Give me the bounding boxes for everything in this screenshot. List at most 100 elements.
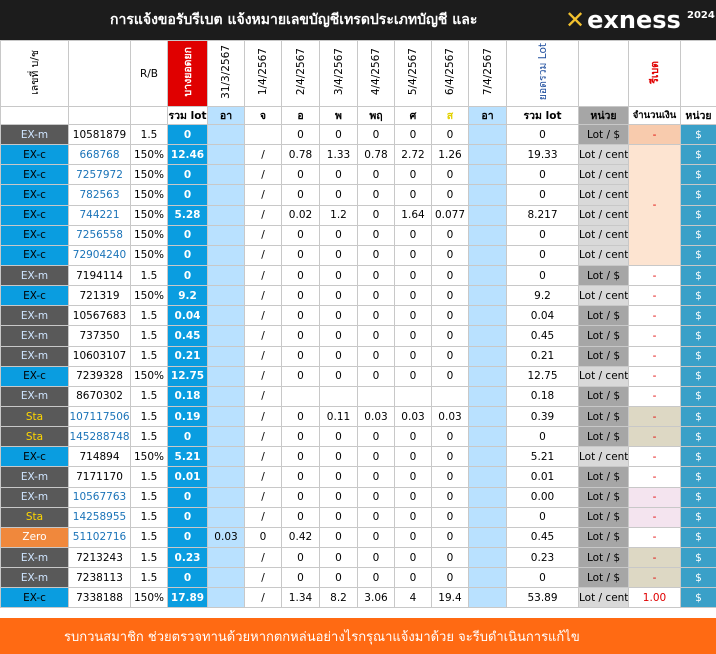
pending-lot-header: บางยอดยก	[167, 40, 208, 107]
day-value-cell: 0	[244, 526, 282, 548]
total-lot-cell: 0	[506, 426, 579, 448]
day-value-cell: /	[244, 567, 282, 589]
day-value-cell	[468, 567, 507, 589]
day-header-5: ศ	[394, 106, 432, 125]
sum-lot-cell: 0.23	[167, 546, 208, 569]
day-value-cell: 0	[431, 184, 469, 206]
table-row: EX-c 7239328 150% 12.75/0 0 0 0 0 12.75 Lot / cen…	[0, 365, 716, 387]
rb-cell: 1.5	[130, 486, 168, 508]
day-value-cell	[207, 587, 245, 609]
unit-cell: Lot / $	[578, 506, 629, 528]
sum-lot-cell: 0	[167, 526, 208, 548]
day-value-cell: /	[244, 184, 282, 206]
day-value-cell: /	[244, 385, 282, 407]
account-number-cell: 10603107	[68, 345, 131, 367]
day-value-cell: 0	[319, 426, 358, 448]
unit-cell: Lot / $	[578, 123, 629, 146]
day-value-cell: 0	[394, 325, 432, 347]
rb-cell: 1.5	[130, 264, 168, 287]
day-value-cell	[468, 184, 507, 206]
rb-cell: 1.5	[130, 567, 168, 589]
total-lot-cell: 0.01	[506, 466, 579, 488]
rebate-amount-cell: -	[628, 526, 681, 548]
day-value-cell: 19.4	[431, 587, 469, 609]
footer-notice: รบกวนสมาชิก ช่วยตรวจทานด้วยหากตกหล่นอย่า…	[0, 618, 716, 654]
exness-logo-wordmark: exness	[587, 6, 681, 34]
account-type-cell: EX-c	[0, 285, 69, 307]
day-value-cell	[468, 506, 507, 528]
rb-cell: 1.5	[130, 345, 168, 367]
sum-lot-cell: 0	[167, 184, 208, 206]
account-type-cell: EX-m	[0, 385, 69, 407]
day-value-cell: 0	[281, 164, 320, 186]
table-row: EX-c 782563 150% 0/0 0 0 0 0 0 Lot / cent $	[0, 184, 716, 206]
day-value-cell: /	[244, 244, 282, 266]
total-lot-cell: 0	[506, 123, 579, 146]
account-type-cell: EX-m	[0, 345, 69, 367]
day-value-cell: 0	[319, 224, 358, 246]
day-value-cell: /	[244, 546, 282, 569]
rebate-amount-cell: -	[628, 144, 681, 266]
day-value-cell: 0	[431, 325, 469, 347]
day-value-cell: 0	[394, 244, 432, 266]
day-value-cell: 0	[319, 546, 358, 569]
day-value-cell: 0	[431, 486, 469, 508]
table-row: Sta 14258955 1.5 0/0 0 0 0 0 0 Lot / $ - $	[0, 506, 716, 528]
day-value-cell: 0	[394, 305, 432, 327]
table-row: EX-m 10567683 1.5 0.04/0 0 0 0 0 0.04 Lot / $ - $	[0, 305, 716, 327]
day-value-cell: 0	[394, 264, 432, 287]
day-value-cell: 0	[281, 345, 320, 367]
unit-cell: Lot / $	[578, 526, 629, 548]
account-type-cell: EX-c	[0, 587, 69, 609]
sum-lot-cell: 0	[167, 244, 208, 266]
rb-cell: 150%	[130, 365, 168, 387]
day-value-cell: 0	[357, 224, 395, 246]
total-lot-cell: 0.21	[506, 345, 579, 367]
total-lot-cell: 12.75	[506, 365, 579, 387]
day-value-cell: 0	[357, 164, 395, 186]
day-value-cell: 0	[431, 466, 469, 488]
day-value-cell	[468, 325, 507, 347]
account-number-cell: 714894	[68, 446, 131, 468]
day-value-cell: 0	[431, 567, 469, 589]
day-value-cell: 0	[394, 567, 432, 589]
unit-cell: Lot / $	[578, 546, 629, 569]
day-value-cell: 0.78	[357, 144, 395, 166]
rebate-amount-cell: -	[628, 325, 681, 347]
currency-cell: $	[680, 486, 716, 508]
day-value-cell: 0	[357, 244, 395, 266]
rebate-amount-cell: -	[628, 305, 681, 327]
day-value-cell	[207, 486, 245, 508]
day-value-cell: 0	[281, 446, 320, 468]
unit-cell: Lot / cent	[578, 184, 629, 206]
day-value-cell: 1.64	[394, 204, 432, 226]
account-number-cell: 7194114	[68, 264, 131, 287]
currency-cell: $	[680, 446, 716, 468]
currency-cell: $	[680, 426, 716, 448]
day-value-cell: 0	[319, 264, 358, 287]
day-value-cell: 0	[357, 426, 395, 448]
rb-cell: 150%	[130, 184, 168, 206]
day-value-cell: 0	[281, 264, 320, 287]
day-value-cell	[468, 224, 507, 246]
account-number-cell: 51102716	[68, 526, 131, 548]
day-value-cell: 3.06	[357, 587, 395, 609]
sum-lot-cell: 0	[167, 486, 208, 508]
day-value-cell	[468, 466, 507, 488]
account-type-cell: EX-m	[0, 546, 69, 569]
day-value-cell: 0	[394, 506, 432, 528]
account-number-cell: 782563	[68, 184, 131, 206]
day-value-cell	[468, 405, 507, 428]
subheader-unit-2: หน่วย	[680, 106, 716, 125]
account-number-cell: 7238113	[68, 567, 131, 589]
day-value-cell: 0	[319, 446, 358, 468]
day-value-cell: /	[244, 506, 282, 528]
day-value-cell: 0	[281, 365, 320, 387]
account-type-cell: EX-m	[0, 264, 69, 287]
exness-logo: ✕ exness 2024	[565, 6, 715, 34]
account-number-cell: 7338188	[68, 587, 131, 609]
rb-cell: 1.5	[130, 546, 168, 569]
currency-cell: $	[680, 305, 716, 327]
unit-cell: Lot / cent	[578, 164, 629, 186]
day-value-cell: 0	[394, 164, 432, 186]
